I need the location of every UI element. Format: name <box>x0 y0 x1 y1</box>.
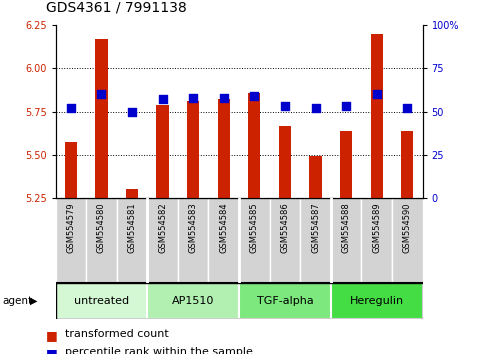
Text: GDS4361 / 7991138: GDS4361 / 7991138 <box>46 0 186 14</box>
Point <box>220 95 227 101</box>
Bar <box>187 101 199 198</box>
Text: GSM554589: GSM554589 <box>372 202 381 253</box>
Text: untreated: untreated <box>74 296 129 306</box>
Bar <box>56 283 147 319</box>
Bar <box>331 198 361 283</box>
Point <box>67 105 75 111</box>
Text: GSM554584: GSM554584 <box>219 202 228 253</box>
Text: agent: agent <box>2 296 32 306</box>
Text: GSM554587: GSM554587 <box>311 202 320 253</box>
Point <box>312 105 319 111</box>
Bar <box>86 198 117 283</box>
Bar <box>370 34 383 198</box>
Bar <box>392 198 423 283</box>
Bar <box>239 198 270 283</box>
Bar <box>218 99 230 198</box>
Text: ▶: ▶ <box>30 296 38 306</box>
Bar <box>147 283 239 319</box>
Bar <box>340 131 352 198</box>
Bar <box>65 142 77 198</box>
Text: ■: ■ <box>46 329 57 342</box>
Text: GSM554588: GSM554588 <box>341 202 351 253</box>
Text: GSM554580: GSM554580 <box>97 202 106 253</box>
Text: Heregulin: Heregulin <box>350 296 404 306</box>
Bar <box>310 156 322 198</box>
Bar <box>239 283 331 319</box>
Text: GSM554581: GSM554581 <box>128 202 137 253</box>
Bar <box>95 39 108 198</box>
Text: ■: ■ <box>46 347 57 354</box>
Bar <box>147 198 178 283</box>
Bar <box>117 198 147 283</box>
Bar <box>361 198 392 283</box>
Bar <box>178 198 209 283</box>
Point <box>403 105 411 111</box>
Text: TGF-alpha: TGF-alpha <box>256 296 313 306</box>
Bar <box>401 131 413 198</box>
Point <box>128 109 136 114</box>
Bar <box>279 126 291 198</box>
Text: percentile rank within the sample: percentile rank within the sample <box>65 347 253 354</box>
Bar <box>300 198 331 283</box>
Bar <box>270 198 300 283</box>
Point <box>281 103 289 109</box>
Point <box>373 91 381 97</box>
Point <box>159 97 167 102</box>
Text: GSM554583: GSM554583 <box>189 202 198 253</box>
Text: GSM554586: GSM554586 <box>281 202 289 253</box>
Bar <box>248 93 260 198</box>
Point <box>342 103 350 109</box>
Bar <box>126 189 138 198</box>
Point <box>251 93 258 99</box>
Point <box>189 95 197 101</box>
Text: transformed count: transformed count <box>65 329 169 339</box>
Text: GSM554582: GSM554582 <box>158 202 167 253</box>
Bar <box>56 198 86 283</box>
Point <box>98 91 105 97</box>
Text: GSM554579: GSM554579 <box>66 202 75 253</box>
Text: GSM554590: GSM554590 <box>403 202 412 253</box>
Text: AP1510: AP1510 <box>172 296 214 306</box>
Text: GSM554585: GSM554585 <box>250 202 259 253</box>
Bar <box>209 198 239 283</box>
Bar <box>156 105 169 198</box>
Bar <box>331 283 423 319</box>
